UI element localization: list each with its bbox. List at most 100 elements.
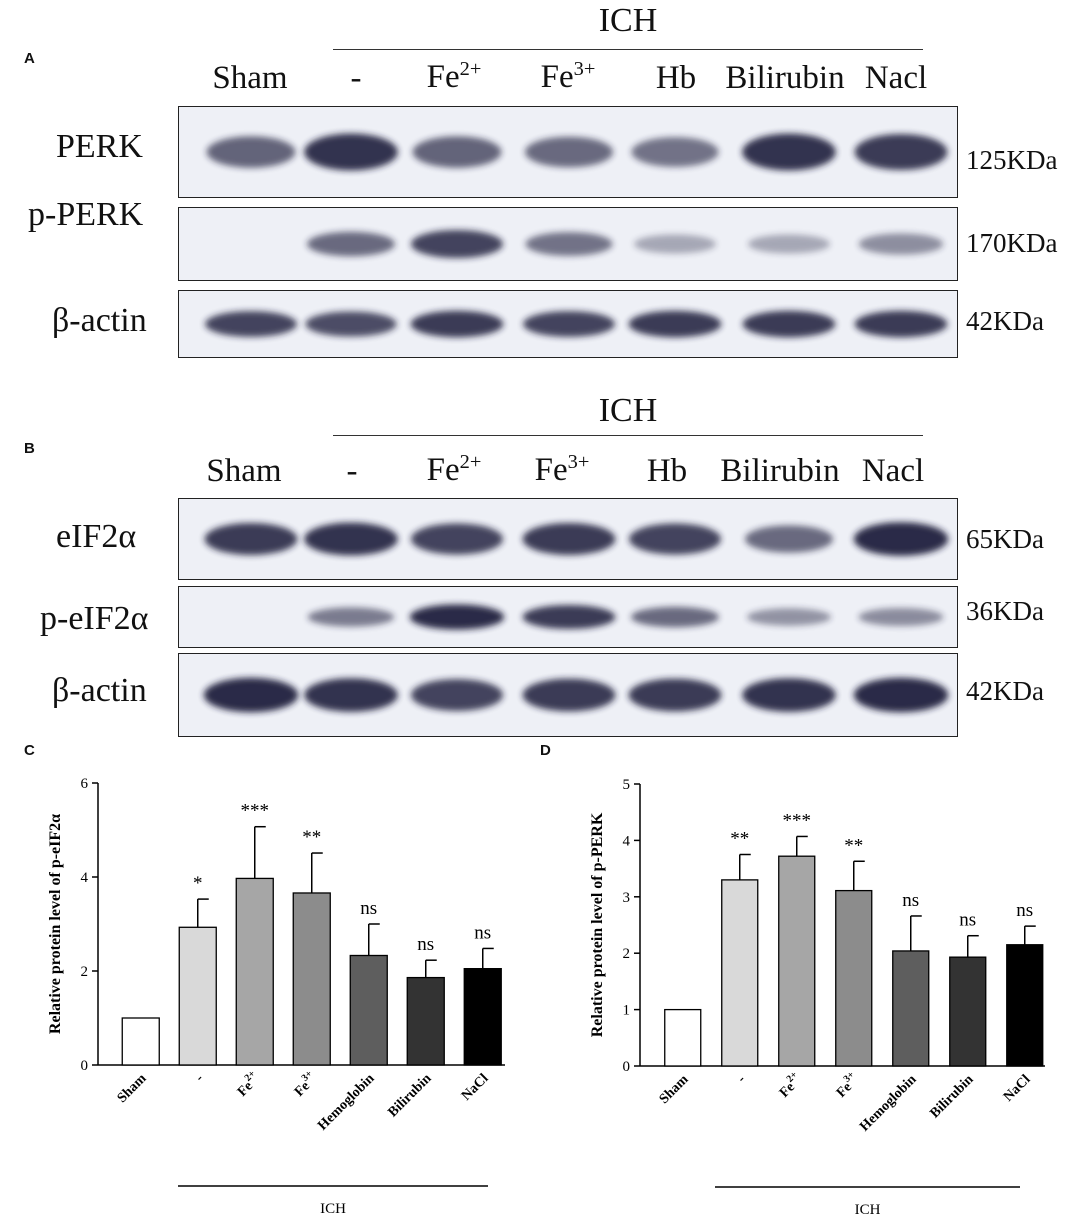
bar-chart-c-svg: 0 2 4 6 Relative protein level of p-eIF2α Sha… [47, 776, 505, 1217]
bar-chart-d-svg: 0 1 2 3 4 5 Relative protein level of p-PERK Sh… [589, 777, 1045, 1218]
blot-band [307, 231, 395, 257]
y-tick-label: 6 [81, 776, 89, 792]
y-tick-label: 5 [623, 777, 631, 793]
significance-label: ns [902, 890, 919, 911]
blot-band [525, 136, 613, 168]
bar [178, 926, 217, 1066]
y-tick-label: 4 [623, 833, 631, 849]
category-label: Fe2+ [774, 1069, 806, 1101]
bar [949, 956, 987, 1067]
ich-group-rule-b [333, 435, 923, 436]
blot-band [304, 133, 398, 171]
blot-strip-p-eif2a [178, 586, 958, 648]
blot-band [411, 679, 503, 711]
row-label-p-eif2a: p-eIF2α [40, 600, 149, 637]
bar [349, 954, 388, 1066]
blot-strip-p-perk [178, 207, 958, 281]
category-label: Bilirubin [385, 1071, 434, 1120]
blot-band [203, 677, 299, 713]
blot-band [742, 678, 836, 712]
lane-label-nacl: Nacl [864, 60, 928, 96]
bar [235, 877, 274, 1066]
y-tick-label: 4 [81, 870, 89, 886]
blot-band [748, 234, 830, 254]
blot-band [745, 525, 833, 553]
blot-band [523, 311, 615, 337]
lane-label-vehicle-b: - [346, 453, 358, 489]
ich-group-title-b: ICH [598, 392, 658, 429]
row-label-eif2a: eIF2α [56, 518, 137, 555]
blot-band [631, 137, 719, 167]
row-label-p-perk: p-PERK [28, 196, 144, 233]
significance-label: * [193, 873, 203, 894]
significance-label: *** [783, 810, 812, 831]
blot-strip-beta-actin-b [178, 653, 958, 737]
blot-band [853, 522, 949, 556]
blot-band [411, 523, 503, 555]
blot-band [204, 523, 298, 555]
bar [835, 889, 873, 1067]
blot-band [742, 310, 836, 338]
blot-band [742, 133, 836, 171]
blot-band [304, 522, 398, 556]
category-label: Fe3+ [831, 1069, 863, 1101]
blot-band [305, 311, 397, 337]
significance-label: ns [959, 910, 976, 931]
bar [463, 967, 502, 1066]
blot-band [854, 134, 948, 170]
row-label-beta-actin-b: β-actin [52, 672, 147, 709]
blot-band [853, 677, 949, 713]
blot-band [854, 310, 948, 338]
blot-band [634, 234, 716, 254]
category-label: Sham [657, 1072, 692, 1107]
blot-band [525, 232, 613, 256]
row-label-perk: PERK [56, 128, 143, 165]
blot-band [628, 310, 722, 338]
category-label: NaCl [459, 1071, 492, 1104]
y-tick-label: 2 [81, 964, 89, 980]
y-tick-label: 3 [623, 890, 631, 906]
significance-label: *** [241, 801, 270, 822]
kda-beta-actin-b: 42KDa [966, 676, 1044, 706]
lane-label-fe3-b: Fe3+ [534, 451, 590, 488]
blot-band [206, 136, 296, 168]
y-tick-label: 0 [623, 1059, 631, 1075]
panel-letter-b: B [24, 440, 35, 457]
bar [778, 855, 816, 1067]
category-label: - [193, 1071, 207, 1085]
blot-band [412, 136, 502, 168]
significance-label: ns [1016, 900, 1033, 921]
lane-label-nacl-b: Nacl [861, 453, 925, 489]
ich-group-label: ICH [320, 1201, 346, 1217]
significance-label: ns [474, 922, 491, 943]
blot-band [522, 523, 616, 555]
bar [892, 950, 930, 1067]
ich-group-rule-a [333, 49, 923, 50]
blot-band [411, 229, 503, 259]
lane-label-vehicle: - [350, 60, 362, 96]
y-axis-label: Relative protein level of p-eIF2α [47, 814, 64, 1034]
lane-label-fe2: Fe2+ [426, 58, 482, 95]
category-label: Hemoglobin [857, 1072, 919, 1134]
lane-label-sham: Sham [212, 60, 288, 96]
panel-letter-c: C [24, 742, 35, 759]
lane-label-fe2-b: Fe2+ [426, 451, 482, 488]
category-label: Sham [115, 1071, 150, 1106]
category-label: Fe2+ [232, 1068, 264, 1100]
panel-letter-a: A [24, 50, 35, 67]
lane-label-hb: Hb [655, 60, 697, 96]
kda-perk: 125KDa [966, 145, 1058, 175]
blot-strip-eif2a [178, 498, 958, 580]
blot-band [304, 678, 398, 712]
blot-strip-perk [178, 106, 958, 198]
bar [406, 976, 445, 1066]
blot-band [522, 605, 616, 629]
category-label: Bilirubin [927, 1072, 976, 1121]
y-tick-label: 0 [81, 1058, 89, 1074]
blot-band [747, 608, 831, 626]
blot-band [409, 604, 505, 630]
row-label-beta-actin-a: β-actin [52, 302, 147, 339]
y-axis-label: Relative protein level of p-PERK [589, 812, 606, 1037]
blot-band [858, 233, 944, 255]
y-tick-label: 2 [623, 946, 631, 962]
